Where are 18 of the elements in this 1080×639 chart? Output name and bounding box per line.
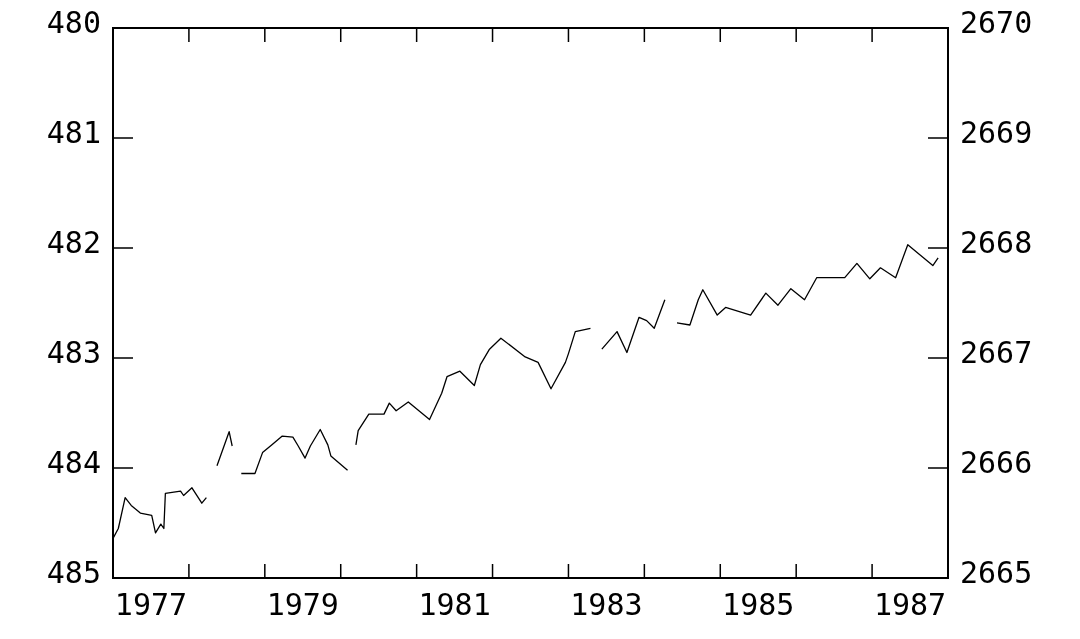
- x-tick-label: 1979: [266, 586, 339, 622]
- y-tick-label: 485: [46, 555, 101, 591]
- y-tick-label: 484: [46, 445, 101, 481]
- y-tick-label: 481: [46, 115, 101, 151]
- x-tick-label: 1985: [722, 586, 795, 622]
- y2-tick-label: 2666: [960, 445, 1033, 481]
- y2-tick-label: 2665: [960, 555, 1033, 591]
- y-tick-label: 480: [46, 5, 101, 41]
- y-tick-label: 483: [46, 335, 101, 371]
- x-tick-label: 1981: [418, 586, 491, 622]
- y2-tick-label: 2668: [960, 225, 1033, 261]
- x-tick-label: 1983: [570, 586, 643, 622]
- x-tick-label: 1977: [114, 586, 188, 622]
- y-tick-label: 482: [46, 225, 101, 261]
- x-tick-label: 1987: [873, 586, 947, 622]
- y2-tick-label: 2669: [960, 115, 1033, 151]
- y2-tick-label: 2670: [960, 5, 1033, 41]
- y2-tick-label: 2667: [960, 335, 1033, 371]
